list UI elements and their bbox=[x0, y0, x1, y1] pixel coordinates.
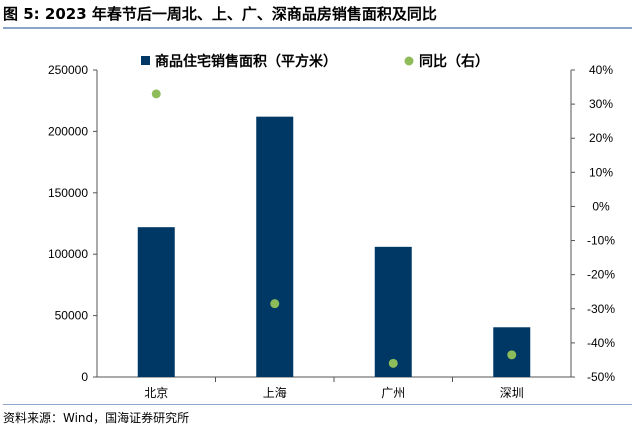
y-right-tick-label: -20% bbox=[587, 268, 615, 282]
y-left-tick-label: 150000 bbox=[48, 186, 88, 200]
point-2 bbox=[388, 358, 398, 368]
y-right-tick-label: -40% bbox=[587, 336, 615, 350]
x-tick-label: 北京 bbox=[144, 386, 168, 400]
y-left-tick-label: 50000 bbox=[55, 309, 89, 323]
legend-point-swatch bbox=[404, 56, 414, 66]
bar-1 bbox=[256, 116, 294, 377]
chart-points bbox=[151, 89, 517, 368]
chart-bars bbox=[137, 116, 531, 377]
figure-title: 图 5: 2023 年春节后一周北、上、广、深商品房销售面积及同比 bbox=[3, 2, 632, 29]
y-right-tick-label: 0% bbox=[592, 199, 610, 213]
legend-bar-label: 商品住宅销售面积（平方米） bbox=[155, 53, 337, 70]
x-tick-label: 上海 bbox=[263, 385, 287, 400]
y-right-tick-label: -50% bbox=[587, 370, 615, 384]
y-right-tick-label: 10% bbox=[589, 165, 613, 179]
y-right-tick-label: 20% bbox=[589, 131, 613, 145]
point-1 bbox=[270, 299, 280, 309]
x-tick-label: 深圳 bbox=[500, 386, 524, 400]
y-right-tick-label: 40% bbox=[589, 63, 613, 77]
point-3 bbox=[507, 350, 517, 360]
point-0 bbox=[151, 89, 161, 99]
y-left-tick-label: 100000 bbox=[48, 247, 88, 261]
y-left-tick-label: 250000 bbox=[48, 63, 88, 77]
chart-axes: 0 50000 100000 150000 200000 250000 -50% -40% -3… bbox=[48, 63, 615, 400]
y-right-tick-label: 30% bbox=[589, 97, 613, 111]
legend-point-label: 同比（右） bbox=[419, 53, 489, 70]
y-right-tick-label: -10% bbox=[587, 234, 615, 248]
y-right-tick-label: -30% bbox=[587, 302, 615, 316]
bar-2 bbox=[374, 246, 412, 377]
chart-legend: 商品住宅销售面积（平方米） 同比（右） bbox=[141, 53, 489, 70]
x-tick-label: 广州 bbox=[381, 386, 405, 400]
y-left-tick-label: 200000 bbox=[48, 124, 88, 138]
chart: 0 50000 100000 150000 200000 250000 -50% -40% -3… bbox=[48, 53, 615, 400]
legend-bar-swatch bbox=[141, 56, 150, 65]
y-left-tick-label: 0 bbox=[81, 370, 88, 384]
source-note: 资料来源：Wind，国海证券研究所 bbox=[3, 404, 632, 430]
bar-0 bbox=[137, 227, 175, 377]
